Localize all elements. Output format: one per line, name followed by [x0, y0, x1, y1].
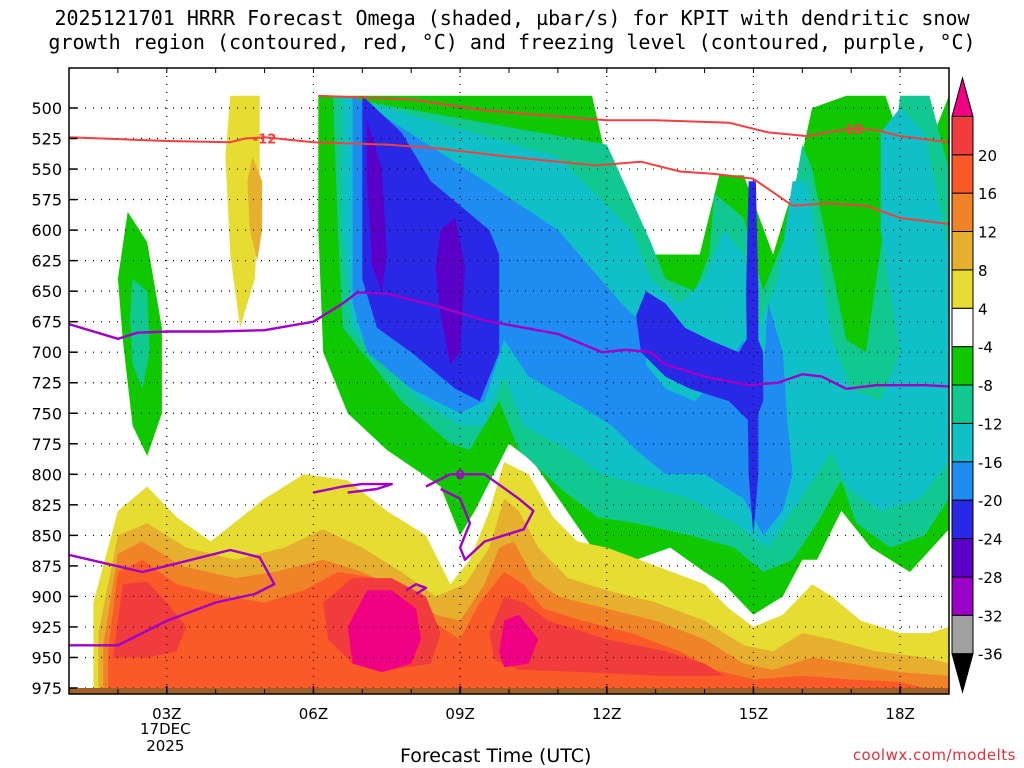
y-tick-label-750: 750	[31, 404, 62, 423]
y-tick-label-500: 500	[31, 99, 62, 118]
y-tick-label-825: 825	[31, 496, 62, 515]
freezing-contour-0	[69, 291, 949, 390]
date-line1: 17DEC	[140, 720, 191, 738]
colorbar-label-16: 16	[978, 185, 997, 203]
colorbar-segment-c_m4	[951, 346, 974, 386]
date-line2: 2025	[146, 737, 185, 755]
y-tick-label-600: 600	[31, 221, 62, 240]
credit-link[interactable]: coolwx.com/modelts	[852, 746, 1016, 764]
y-tick-label-650: 650	[31, 282, 62, 301]
omega-region-c_m16	[352, 95, 793, 536]
colorbar-segment-c_m16	[951, 461, 974, 501]
x-tick-label-18Z: 18Z	[885, 705, 914, 723]
y-tick-label-575: 575	[31, 191, 62, 210]
colorbar-label--8: -8	[978, 377, 993, 395]
contour-lines: -12 -18 0	[69, 94, 949, 647]
colorbar-label--32: -32	[978, 607, 1003, 625]
chart-title-line2: growth region (contoured, red, °C) and f…	[48, 30, 976, 54]
x-tick-label-15Z: 15Z	[739, 705, 768, 723]
snow-growth-contour-0-label: -12	[253, 133, 277, 148]
freezing-contour-4	[405, 583, 428, 596]
colorbar-label--24: -24	[978, 531, 1003, 549]
omega-region-c_m24	[435, 217, 465, 365]
colorbar-segment-c_16	[951, 154, 974, 194]
omega-region-c_m20	[636, 291, 764, 426]
colorbar-segment-c_m32	[951, 614, 974, 655]
omega-region-c_m20	[746, 181, 759, 536]
colorbar-label-4: 4	[978, 300, 988, 318]
y-tick-label-975: 975	[31, 679, 62, 698]
x-axis-label: Forecast Time (UTC)	[400, 745, 592, 767]
snow-growth-contour-0	[69, 136, 949, 225]
colorbar-label--12: -12	[978, 415, 1003, 433]
omega-region-c_8	[247, 156, 263, 261]
colorbar-segment-c_m36	[951, 653, 974, 694]
omega-region-c_4	[225, 95, 260, 328]
snow-growth-contour-1-label: -18	[839, 123, 863, 138]
colorbar-label--20: -20	[978, 492, 1003, 510]
y-tick-label-525: 525	[31, 130, 62, 149]
x-tick-label-12Z: 12Z	[592, 705, 621, 723]
colorbar-segment-c_20	[951, 115, 974, 156]
y-tick-label-625: 625	[31, 252, 62, 271]
y-tick-label-900: 900	[31, 587, 62, 606]
colorbar-segment-c_8	[951, 231, 974, 271]
colorbar-segment-c_m8	[951, 384, 974, 424]
omega-region-c_24	[499, 614, 539, 668]
grid-lines	[69, 68, 949, 694]
y-tick-label-700: 700	[31, 343, 62, 362]
omega-region-c_24	[347, 590, 421, 673]
colorbar-label--16: -16	[978, 454, 1003, 472]
colorbar-label--36: -36	[978, 646, 1003, 664]
colorbar-segment-c_12	[951, 192, 974, 232]
colorbar-segment-c_4	[951, 269, 974, 309]
y-tick-label-850: 850	[31, 526, 62, 545]
colorbar-segment-c_m20	[951, 499, 974, 539]
y-tick-label-775: 775	[31, 435, 62, 454]
colorbar-label-8: 8	[978, 262, 988, 280]
colorbar: -36 -32 -28 -24 -20 -16 -12 -8 -4 4 8 12 16 20	[951, 76, 1003, 694]
omega-region-c_m24	[367, 120, 387, 292]
freezing-contour-1-label: 0	[456, 468, 465, 483]
y-tick-label-925: 925	[31, 618, 62, 637]
colorbar-label--28: -28	[978, 569, 1003, 587]
omega-region-c_m8	[130, 278, 150, 389]
date-label: 17DEC 2025	[140, 721, 191, 755]
colorbar-label-20: 20	[978, 147, 997, 165]
omega-region-c_m20	[362, 95, 500, 402]
y-tick-label-675: 675	[31, 313, 62, 332]
omega-shading	[93, 95, 949, 688]
freezing-contour-2	[69, 548, 276, 647]
colorbar-segment-c_m12	[951, 422, 974, 463]
colorbar-segment-c_m28	[951, 576, 974, 616]
y-tick-label-725: 725	[31, 374, 62, 393]
y-tick-label-875: 875	[31, 557, 62, 576]
y-tick-label-950: 950	[31, 648, 62, 667]
freezing-contour-3	[313, 482, 393, 494]
colorbar-segment-c_0	[951, 307, 974, 348]
x-tick-label-09Z: 09Z	[445, 705, 474, 723]
colorbar-segment-c_m24	[951, 538, 974, 578]
omega-region-c_20	[489, 596, 725, 676]
y-tick-label-550: 550	[31, 160, 62, 179]
chart-title-line1: 2025121701 HRRR Forecast Omega (shaded, …	[54, 6, 970, 30]
colorbar-label-12: 12	[978, 224, 997, 242]
x-tick-label-03Z: 03Z	[152, 705, 181, 723]
chart-title: 2025121701 HRRR Forecast Omega (shaded, …	[0, 6, 1024, 54]
x-tick-label-06Z: 06Z	[299, 705, 328, 723]
colorbar-label--4: -4	[978, 339, 993, 357]
snow-growth-contour-1	[318, 94, 949, 144]
axes: 500 525 550 575 600 625 650 675 700 725 750 775 800 8…	[31, 68, 950, 723]
freezing-contour-1	[425, 473, 535, 561]
y-tick-label-800: 800	[31, 465, 62, 484]
colorbar-segment-c_24	[951, 76, 974, 117]
